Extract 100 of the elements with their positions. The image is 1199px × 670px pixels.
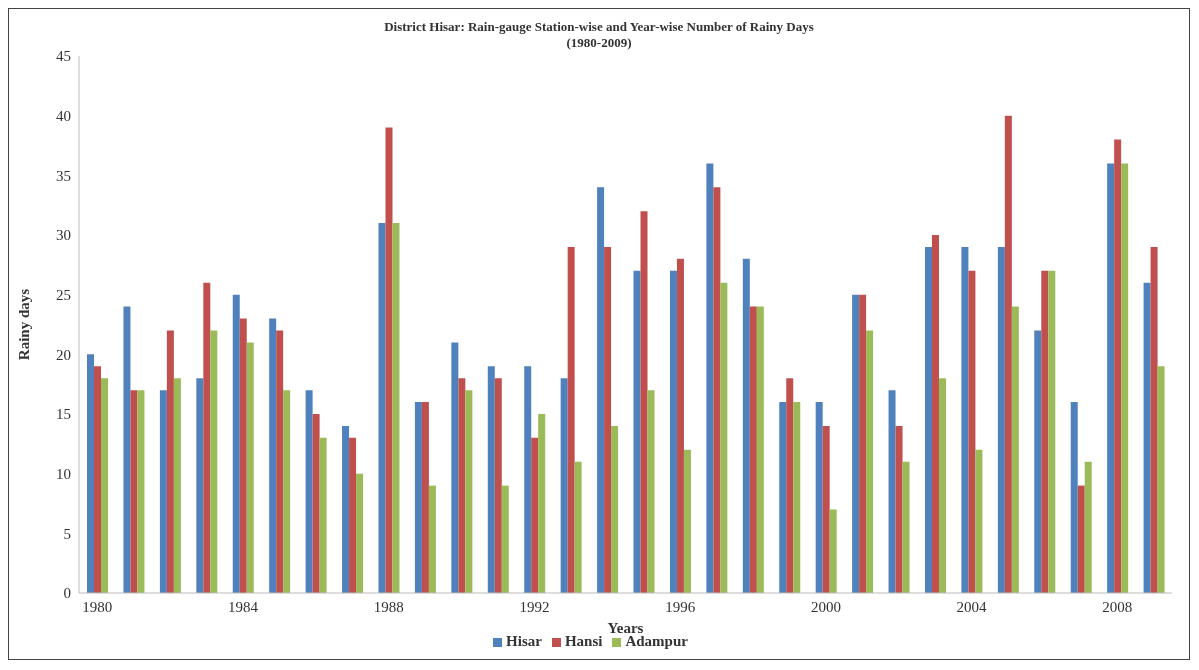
bar	[756, 306, 764, 593]
bar	[888, 390, 896, 593]
x-tick-label: 1988	[373, 598, 404, 615]
bar	[683, 449, 691, 593]
bar	[1070, 402, 1078, 593]
bar	[465, 390, 473, 593]
bar	[312, 414, 320, 593]
bar	[866, 330, 874, 593]
bar	[239, 318, 247, 593]
bar	[793, 402, 801, 593]
bar	[1041, 270, 1049, 593]
bar	[1114, 139, 1122, 593]
bar	[428, 485, 436, 593]
bar	[1084, 461, 1092, 593]
y-tick-label: 30	[56, 227, 71, 244]
bar	[1121, 163, 1129, 593]
bar	[421, 402, 429, 593]
x-axis-title: Years	[607, 620, 644, 636]
bar	[611, 425, 619, 593]
bar	[938, 378, 946, 593]
bar	[633, 270, 641, 593]
bar	[742, 258, 750, 593]
bar	[604, 246, 612, 593]
chart-title: District Hisar: Rain-gauge Station-wise and Year-wise Number of Rainy Days	[383, 19, 815, 35]
bar	[487, 366, 495, 593]
bar	[567, 246, 575, 593]
bar	[159, 390, 167, 593]
legend-label: Hansi	[564, 633, 603, 649]
bar	[597, 187, 605, 593]
y-tick-label: 5	[63, 525, 71, 542]
y-tick-label: 0	[63, 585, 71, 602]
bar	[975, 449, 983, 593]
bar	[1077, 485, 1085, 593]
bar	[246, 342, 254, 593]
bar	[968, 270, 976, 593]
bar	[706, 163, 714, 593]
x-tick-label: 1996	[665, 598, 696, 615]
bar	[895, 425, 903, 593]
legend-label: Hisar	[506, 633, 542, 649]
bar	[647, 390, 655, 593]
bar	[173, 378, 181, 593]
bar	[720, 282, 728, 593]
bar	[713, 187, 721, 593]
bar	[458, 378, 466, 593]
bar	[385, 127, 393, 593]
bar	[1004, 115, 1012, 593]
bar	[924, 246, 932, 593]
bar	[269, 318, 277, 593]
bar	[414, 402, 422, 593]
y-tick-label: 15	[56, 406, 71, 423]
bar	[749, 306, 757, 593]
bar	[560, 378, 568, 593]
bar	[101, 378, 109, 593]
bar	[210, 330, 218, 593]
bar	[829, 509, 837, 593]
y-tick-label: 45	[56, 48, 71, 65]
bar	[283, 390, 291, 593]
bar	[779, 402, 787, 593]
bar	[1048, 270, 1056, 593]
legend-label: Adampur	[625, 633, 688, 649]
x-tick-label: 1992	[519, 598, 550, 615]
bar	[130, 390, 138, 593]
bar	[961, 246, 969, 593]
bar	[786, 378, 794, 593]
bar	[94, 366, 102, 593]
bar	[1011, 306, 1019, 593]
x-tick-label: 2008	[1102, 598, 1133, 615]
bar	[87, 354, 95, 593]
bar	[676, 258, 684, 593]
y-tick-label: 10	[56, 465, 71, 482]
bar	[531, 437, 539, 593]
bar	[276, 330, 284, 593]
bar	[902, 461, 910, 593]
bar	[392, 223, 400, 593]
y-tick-label: 40	[56, 107, 71, 124]
y-tick-label: 25	[56, 286, 71, 303]
bar	[1034, 330, 1042, 593]
bar	[378, 223, 386, 593]
bar	[451, 342, 459, 593]
y-tick-label: 20	[56, 346, 71, 363]
bar	[356, 473, 364, 593]
bar	[1150, 246, 1158, 593]
bar	[342, 425, 350, 593]
bar	[166, 330, 174, 593]
x-tick-label: 2004	[956, 598, 988, 615]
bar	[1107, 163, 1115, 593]
bar	[1143, 282, 1151, 593]
bar	[501, 485, 509, 593]
x-tick-label: 1984	[227, 598, 259, 615]
bar	[669, 270, 677, 593]
bar	[852, 294, 860, 593]
bar	[822, 425, 830, 593]
bar	[123, 306, 131, 593]
bar	[574, 461, 582, 593]
y-axis-title: Rainy days	[16, 288, 33, 361]
x-tick-label: 1980	[82, 598, 113, 615]
bar	[196, 378, 204, 593]
bar	[524, 366, 532, 593]
chart-subtitle: (1980-2009)	[566, 35, 632, 50]
bar	[931, 235, 939, 593]
